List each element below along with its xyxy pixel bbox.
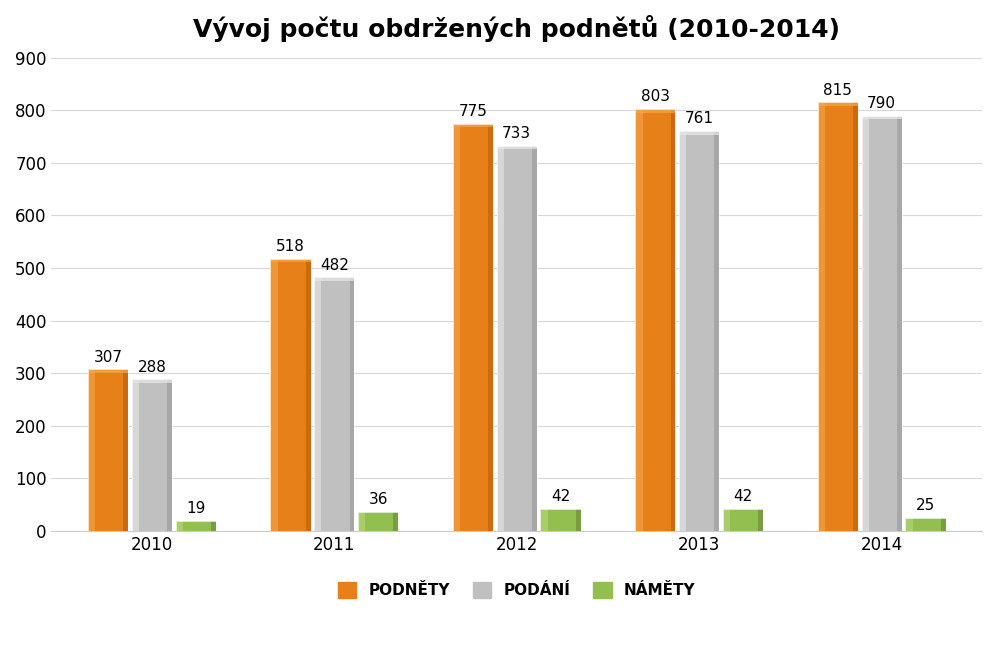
Bar [635, 109, 676, 531]
Bar [635, 109, 642, 531]
Bar [818, 103, 858, 531]
Bar [497, 146, 536, 531]
Text: 42: 42 [734, 489, 753, 504]
Bar [679, 131, 686, 531]
Bar [167, 379, 171, 531]
Bar [759, 508, 763, 531]
Bar [818, 103, 858, 107]
Bar [723, 508, 763, 531]
Bar [270, 259, 311, 531]
Text: 803: 803 [641, 89, 670, 104]
Bar [635, 109, 676, 531]
Bar [497, 146, 503, 531]
Bar [270, 259, 311, 531]
Bar [679, 131, 719, 134]
Text: 42: 42 [551, 489, 570, 504]
Bar [679, 131, 719, 531]
Bar [314, 277, 354, 531]
Text: 307: 307 [94, 350, 123, 365]
Bar [270, 259, 311, 262]
Bar [350, 277, 354, 531]
Bar [723, 508, 763, 531]
Bar [175, 521, 182, 531]
Bar [88, 369, 95, 531]
Bar [211, 521, 215, 531]
Text: 482: 482 [320, 258, 349, 273]
Bar [540, 508, 547, 531]
Title: Vývoj počtu obdržených podnětů (2010-2014): Vývoj počtu obdržených podnětů (2010-201… [193, 15, 840, 42]
Bar [453, 124, 494, 127]
Bar [88, 369, 129, 531]
Bar [635, 109, 676, 113]
Bar [861, 116, 901, 119]
Text: 288: 288 [138, 359, 166, 375]
Bar [497, 146, 536, 531]
Text: 36: 36 [368, 492, 388, 507]
Bar [314, 277, 321, 531]
Text: 25: 25 [916, 498, 935, 513]
Bar [358, 512, 398, 531]
Bar [88, 369, 129, 373]
Bar [270, 259, 277, 531]
Bar [818, 103, 858, 531]
Bar [132, 379, 171, 531]
Bar [540, 508, 580, 531]
Text: 19: 19 [185, 501, 205, 516]
Bar [497, 146, 536, 150]
Bar [175, 521, 215, 531]
Bar [671, 109, 676, 531]
Bar [306, 259, 311, 531]
Text: 733: 733 [502, 126, 531, 141]
Text: 815: 815 [824, 83, 852, 98]
Bar [818, 103, 825, 531]
Bar [853, 103, 858, 531]
Text: 790: 790 [867, 96, 896, 111]
Bar [394, 512, 398, 531]
Bar [175, 521, 215, 531]
Text: 518: 518 [276, 239, 305, 254]
Bar [723, 508, 730, 531]
Bar [314, 277, 354, 281]
Bar [358, 512, 365, 531]
Bar [124, 369, 129, 531]
Bar [453, 124, 460, 531]
Text: 775: 775 [459, 104, 488, 118]
Text: 761: 761 [685, 111, 714, 126]
Legend: PODNĚTY, PODÁNÍ, NÁMĚTY: PODNĚTY, PODÁNÍ, NÁMĚTY [332, 576, 702, 604]
Bar [132, 379, 171, 531]
Bar [905, 518, 945, 531]
Bar [679, 131, 719, 531]
Bar [861, 116, 901, 531]
Bar [88, 369, 129, 531]
Bar [132, 379, 171, 383]
Bar [532, 146, 536, 531]
Bar [453, 124, 494, 531]
Bar [314, 277, 354, 531]
Bar [905, 518, 945, 531]
Bar [861, 116, 901, 531]
Bar [905, 518, 912, 531]
Bar [576, 508, 580, 531]
Bar [941, 518, 945, 531]
Bar [861, 116, 868, 531]
Bar [897, 116, 901, 531]
Bar [453, 124, 494, 531]
Bar [358, 512, 398, 531]
Bar [715, 131, 719, 531]
Bar [132, 379, 139, 531]
Bar [540, 508, 580, 531]
Bar [489, 124, 494, 531]
